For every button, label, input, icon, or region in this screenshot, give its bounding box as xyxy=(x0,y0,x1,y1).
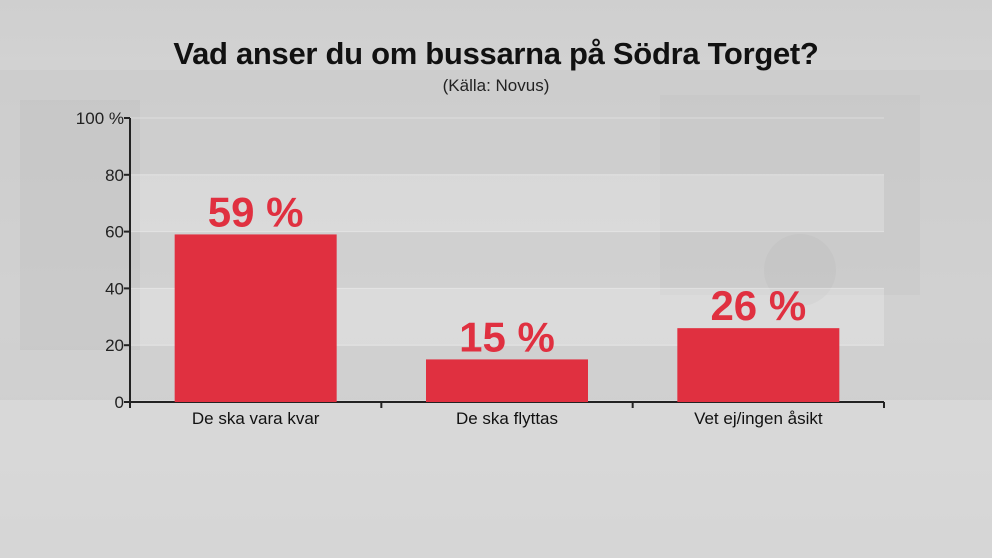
x-tick-label: De ska flyttas xyxy=(456,409,558,428)
x-tick-label: De ska vara kvar xyxy=(192,409,320,428)
y-tick-label: 60 xyxy=(105,223,124,242)
bar-value-label: 15 % xyxy=(459,313,555,360)
y-tick-label: 80 xyxy=(105,166,124,185)
bar xyxy=(174,234,337,402)
y-tick-label: 40 xyxy=(105,279,124,298)
bar xyxy=(426,359,588,402)
x-tick-label: Vet ej/ingen åsikt xyxy=(694,409,823,428)
chart-subtitle: (Källa: Novus) xyxy=(442,76,550,95)
bar xyxy=(677,328,840,402)
grid-band xyxy=(130,174,884,232)
y-tick-label: 20 xyxy=(105,336,124,355)
bar-value-label: 26 % xyxy=(710,282,806,329)
chart-title: Vad anser du om bussarna på Södra Torget… xyxy=(173,36,819,71)
y-tick-label: 0 xyxy=(115,393,124,412)
bar-value-label: 59 % xyxy=(208,188,304,235)
y-tick-label: 100 % xyxy=(76,109,124,128)
